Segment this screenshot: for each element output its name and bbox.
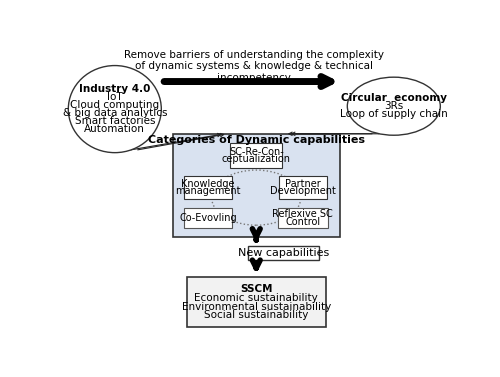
Bar [184,208,232,228]
Ellipse shape [68,66,162,153]
Text: Categories of Dynamic capabilities: Categories of Dynamic capabilities [148,135,365,145]
Bar [184,176,232,199]
Ellipse shape [348,77,440,135]
Text: management: management [175,186,240,196]
Text: Remove barriers of understanding the complexity
of dynamic systems & knowledge &: Remove barriers of understanding the com… [124,50,384,83]
Text: Industry 4.0: Industry 4.0 [79,84,150,94]
Text: Development: Development [270,186,336,196]
Text: Loop of supply chain: Loop of supply chain [340,109,448,120]
Text: Environmental sustainability: Environmental sustainability [182,302,331,311]
Text: IoT: IoT [107,92,122,102]
Text: SC-Re-Con-: SC-Re-Con- [229,147,283,157]
Bar [248,245,319,260]
Text: Cloud computing: Cloud computing [70,100,160,110]
Text: Circular  economy: Circular economy [341,93,447,103]
Text: Reflexive SC: Reflexive SC [272,209,333,219]
Text: Knowledge: Knowledge [181,179,234,189]
Text: Partner: Partner [285,179,320,189]
Text: Control: Control [285,217,320,227]
Bar [173,134,340,237]
Text: 3Rs: 3Rs [384,101,404,111]
Bar [278,208,328,228]
Text: Co-Evovling: Co-Evovling [179,213,236,223]
Text: New capabilities: New capabilities [238,248,329,258]
Text: Social sustainability: Social sustainability [204,310,308,320]
Text: & big data analytics: & big data analytics [62,108,167,118]
Text: Smart factories: Smart factories [74,116,155,126]
Text: Automation: Automation [84,124,145,135]
Text: Economic sustainability: Economic sustainability [194,293,318,303]
Bar [186,277,326,327]
Text: SSCM: SSCM [240,284,272,294]
Bar [230,143,282,168]
Text: ceptualization: ceptualization [222,154,291,164]
Bar [278,176,327,199]
